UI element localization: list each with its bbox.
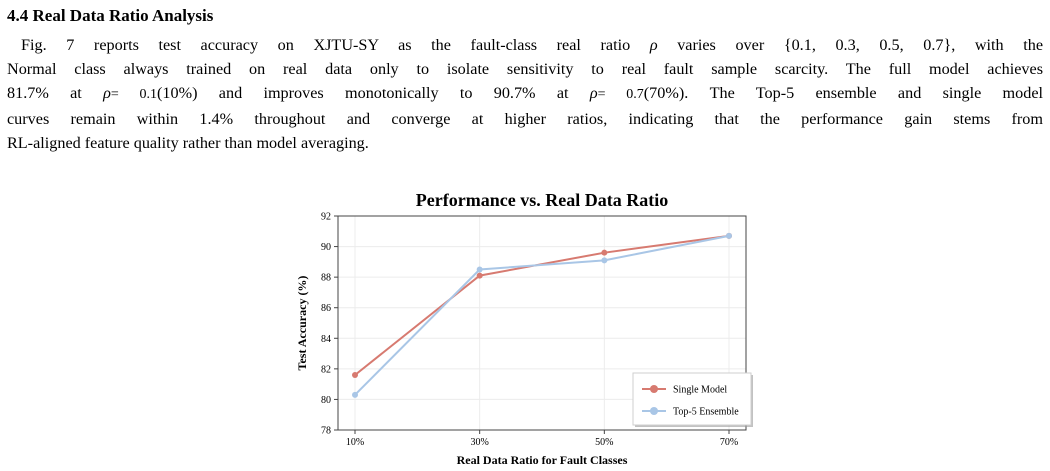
series-line-2 bbox=[354, 234, 730, 396]
accuracy-line-chart: Performance vs. Real Data Ratio 78 80 82 84… bbox=[295, 190, 753, 467]
legend-label: Top-5 Ensemble bbox=[673, 407, 739, 418]
data-point bbox=[352, 391, 358, 398]
y-tick-label: 90 bbox=[321, 242, 331, 253]
y-tick-label: 86 bbox=[321, 303, 331, 314]
x-tick-label: 10% bbox=[346, 437, 364, 448]
line3-text-c: (70%). The Top-5 ensemble and single mod… bbox=[643, 84, 1044, 102]
rho-value-2: = 0.7 bbox=[597, 87, 644, 102]
y-tick-label: 88 bbox=[321, 273, 331, 284]
legend-box bbox=[632, 372, 752, 426]
chart-legend: Single Model Top-5 Ensemble bbox=[632, 372, 753, 427]
rho-value-1: = 0.1 bbox=[110, 87, 158, 102]
x-tick-label: 70% bbox=[720, 437, 738, 448]
chart-series bbox=[352, 232, 732, 398]
paragraph-line-1: Fig. 7 reports test accuracy on XJTU-SY … bbox=[7, 33, 1043, 57]
data-point bbox=[476, 266, 483, 273]
line3-text-a: 81.7% at bbox=[7, 84, 82, 102]
line1-text-b: varies over {0.1, 0.3, 0.5, 0.7}, with t… bbox=[677, 36, 1044, 54]
y-axis-ticks: 78 80 82 84 86 88 90 92 bbox=[321, 212, 338, 437]
paragraph-line-3: 81.7% at ρ= 0.1(10%) and improves monoto… bbox=[7, 81, 1043, 107]
section-heading: 4.4 Real Data Ratio Analysis bbox=[7, 6, 214, 25]
y-tick-label: 84 bbox=[321, 334, 331, 345]
rho-symbol: ρ bbox=[649, 36, 658, 54]
rho-symbol: ρ bbox=[103, 84, 111, 102]
paragraph-line-5: RL-aligned feature quality rather than m… bbox=[7, 134, 369, 152]
data-point bbox=[601, 249, 608, 256]
x-axis-label: Real Data Ratio for Fault Classes bbox=[457, 453, 628, 467]
x-tick-label: 30% bbox=[470, 437, 488, 448]
y-axis-label: Test Accuracy (%) bbox=[295, 276, 309, 371]
paragraph-line-2: Normal class always trained on real data… bbox=[7, 60, 1043, 78]
y-tick-label: 92 bbox=[321, 212, 331, 223]
line1-text-a: Fig. 7 reports test accuracy on XJTU-SY … bbox=[21, 36, 631, 54]
rho-symbol: ρ bbox=[589, 84, 598, 102]
data-point bbox=[352, 371, 358, 378]
data-point bbox=[601, 257, 608, 264]
x-axis-ticks: 10% 30% 50% 70% bbox=[346, 430, 738, 448]
y-tick-label: 82 bbox=[321, 364, 331, 375]
legend-label: Single Model bbox=[673, 385, 727, 396]
data-point bbox=[476, 272, 483, 279]
x-tick-label: 50% bbox=[595, 437, 613, 448]
series-line-1 bbox=[354, 234, 730, 376]
legend-swatch-marker bbox=[650, 407, 658, 415]
paragraph: Fig. 7 reports test accuracy on XJTU-SY … bbox=[7, 33, 1043, 155]
plot-frame bbox=[337, 215, 747, 431]
chart-title: Performance vs. Real Data Ratio bbox=[416, 190, 668, 210]
data-point bbox=[726, 232, 732, 239]
line3-text-b: (10%) and improves monotonically to 90.7… bbox=[157, 84, 569, 102]
y-tick-label: 78 bbox=[321, 426, 331, 437]
legend-swatch-marker bbox=[650, 385, 658, 393]
paragraph-line-4: curves remain within 1.4% throughout and… bbox=[7, 110, 1043, 128]
y-tick-label: 80 bbox=[321, 395, 331, 406]
